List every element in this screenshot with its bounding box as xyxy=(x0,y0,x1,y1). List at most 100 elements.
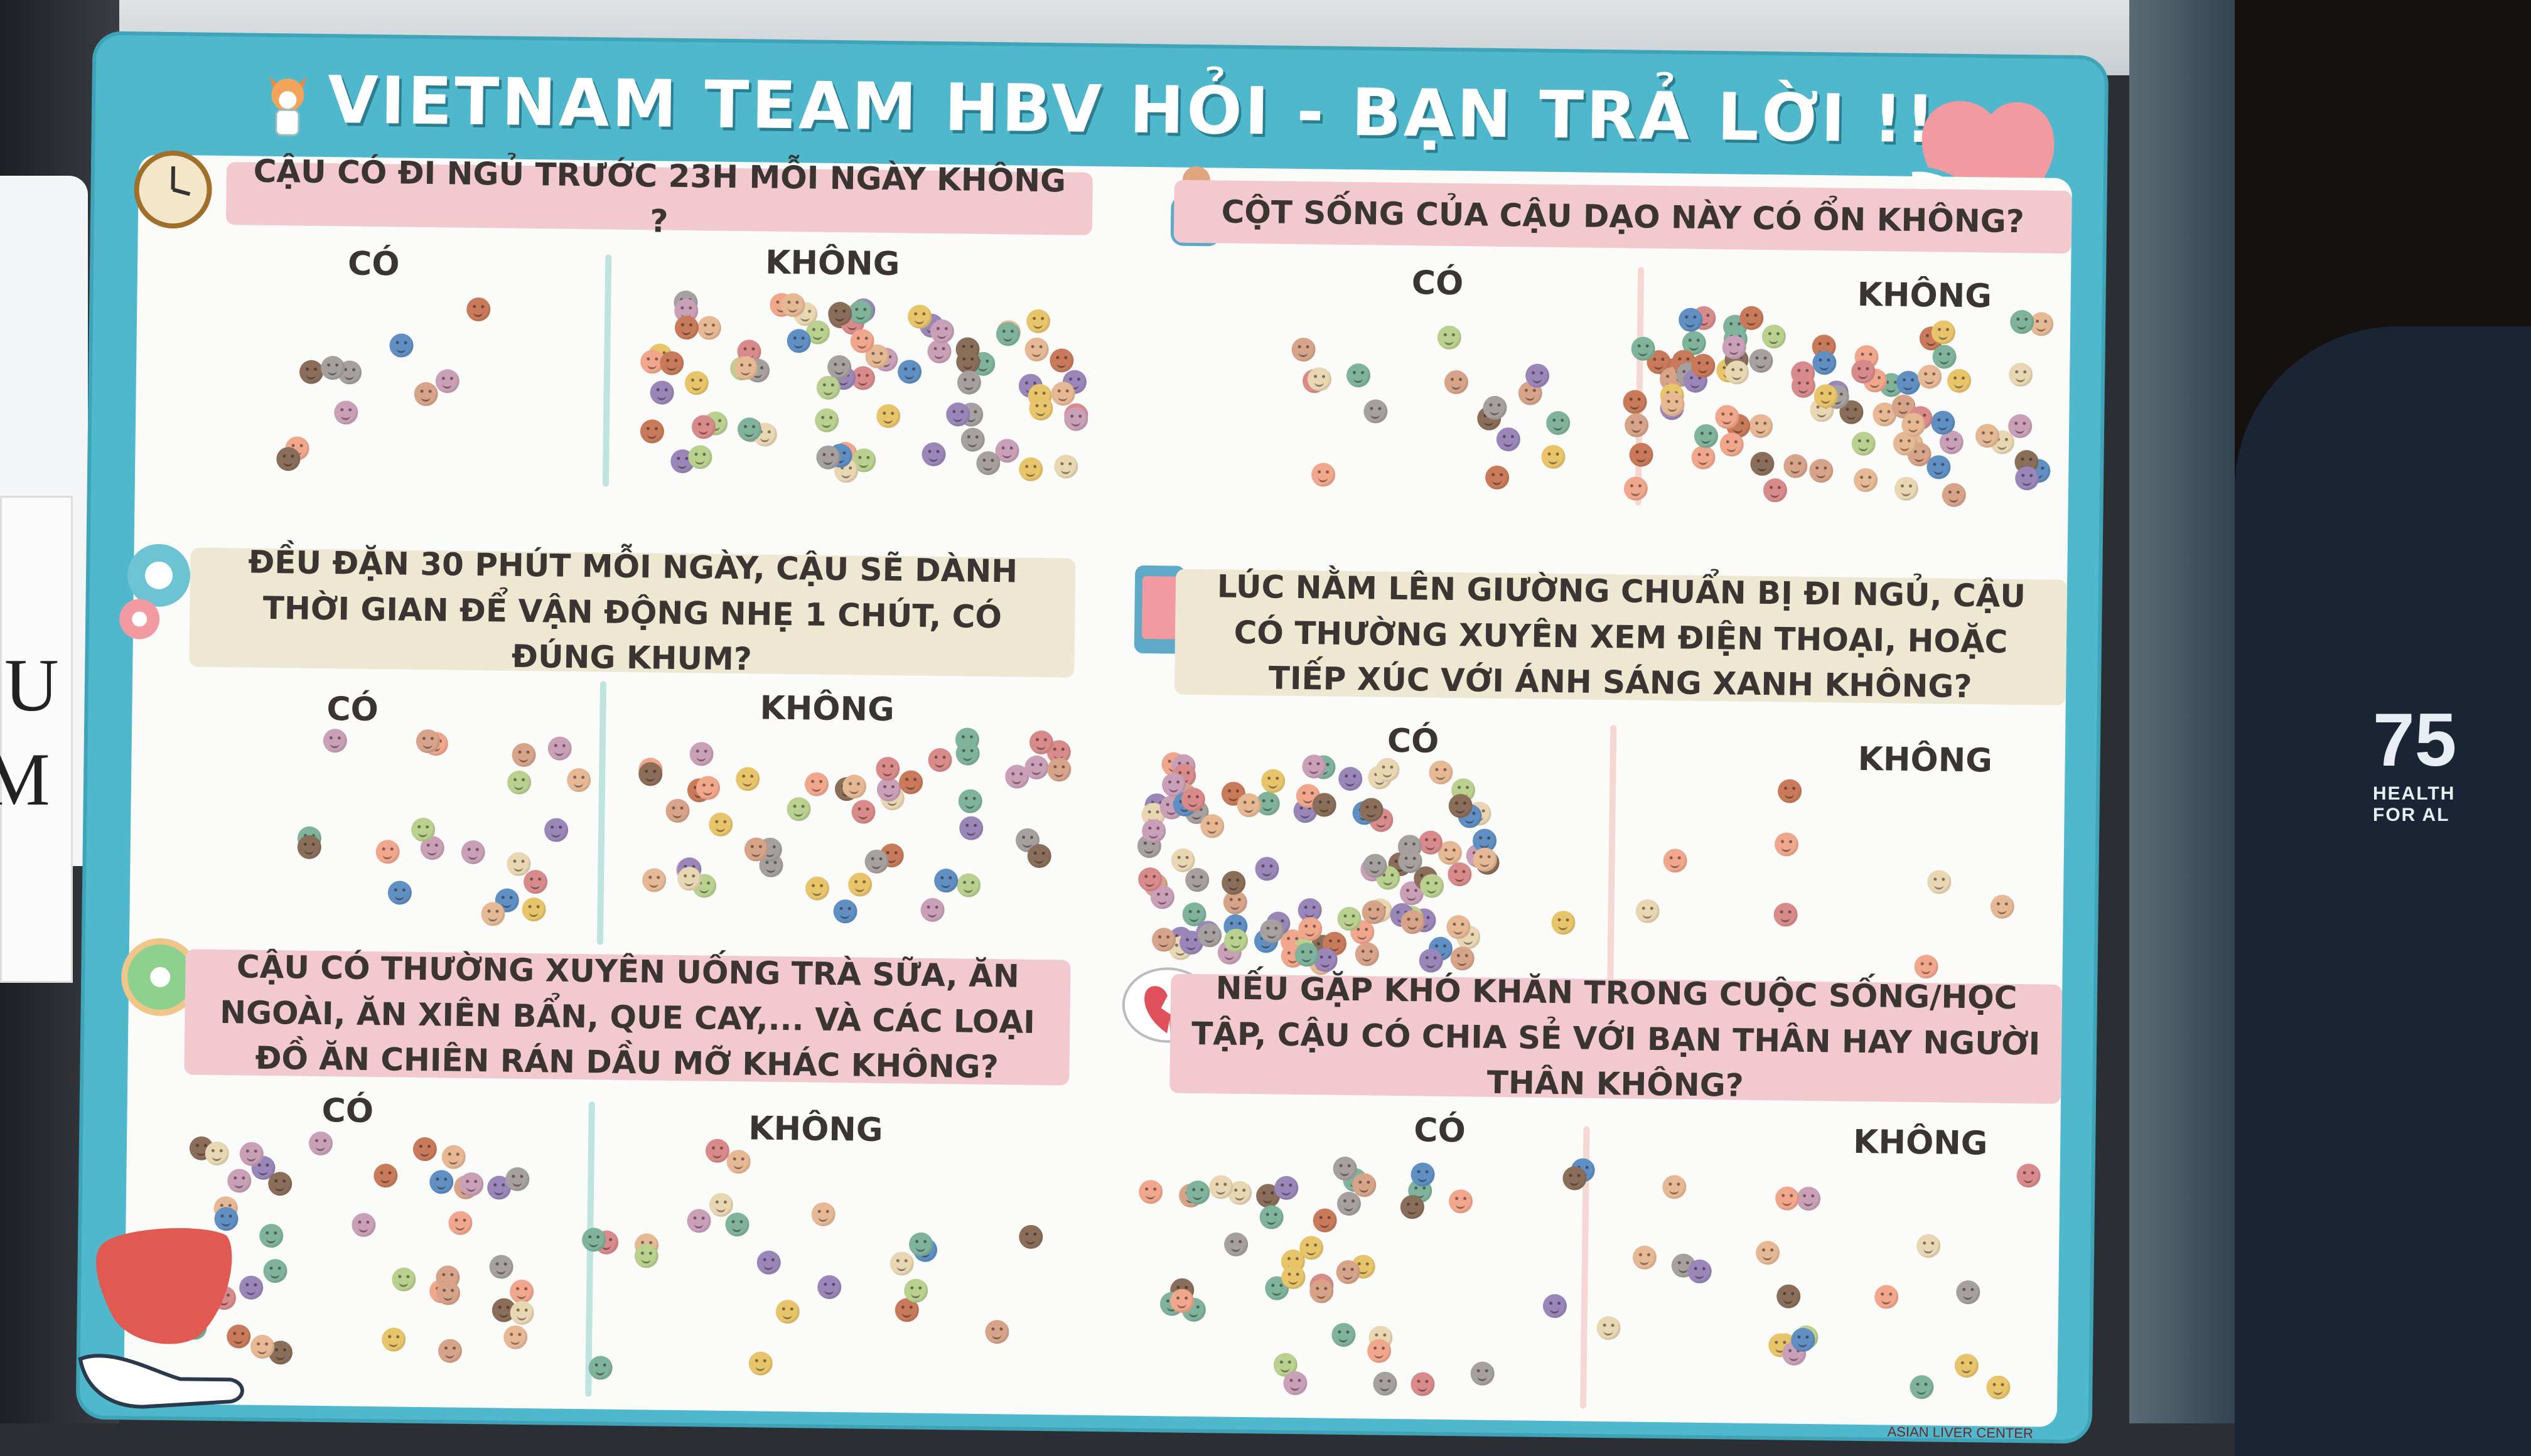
emoji-sticker xyxy=(1901,412,1925,436)
emoji-sticker xyxy=(490,1255,513,1278)
emoji-sticker xyxy=(205,1142,229,1165)
emoji-sticker xyxy=(1346,363,1370,387)
emoji-sticker xyxy=(1261,769,1285,793)
emoji-sticker xyxy=(429,1170,453,1194)
emoji-sticker xyxy=(1333,1157,1357,1180)
emoji-sticker xyxy=(1910,1375,1933,1399)
emoji-sticker xyxy=(787,797,810,821)
emoji-sticker xyxy=(1281,1265,1305,1289)
emoji-sticker xyxy=(848,872,872,896)
emoji-sticker xyxy=(1485,465,1509,489)
emoji-sticker xyxy=(1260,919,1284,943)
emoji-sticker xyxy=(1662,1175,1686,1199)
emoji-sticker xyxy=(459,1172,483,1196)
poll-board: VIETNAM TEAM HBV HỎI - BẠN TRẢ LỜI !! CẬ… xyxy=(80,35,2105,1440)
emoji-sticker xyxy=(920,897,944,921)
emoji-sticker xyxy=(1720,432,1744,456)
emoji-sticker xyxy=(1019,1225,1043,1249)
sticker-area xyxy=(261,238,1099,499)
hand-liver-icon xyxy=(73,1208,264,1418)
emoji-sticker xyxy=(904,1279,928,1303)
emoji-sticker xyxy=(1541,444,1565,468)
sign-letter: U xyxy=(4,642,59,729)
side-sign: U M xyxy=(0,496,73,983)
emoji-sticker xyxy=(687,1209,711,1233)
emoji-sticker xyxy=(436,370,459,393)
emoji-sticker xyxy=(642,869,666,892)
emoji-sticker xyxy=(524,870,547,894)
emoji-sticker xyxy=(264,1259,287,1283)
emoji-sticker xyxy=(1411,1162,1434,1186)
emoji-sticker xyxy=(1927,870,1951,894)
emoji-sticker xyxy=(833,899,857,923)
emoji-sticker xyxy=(582,1228,606,1251)
emoji-sticker xyxy=(1525,364,1549,388)
emoji-sticker xyxy=(1139,1180,1163,1204)
emoji-sticker xyxy=(466,297,490,321)
emoji-sticker xyxy=(1054,454,1078,478)
emoji-sticker xyxy=(1398,849,1422,873)
emoji-sticker xyxy=(660,351,684,375)
emoji-sticker xyxy=(1274,1175,1298,1199)
emoji-sticker xyxy=(1367,1339,1391,1362)
emoji-sticker xyxy=(352,1213,375,1237)
emoji-sticker xyxy=(696,776,720,800)
emoji-sticker xyxy=(1373,1372,1397,1396)
emoji-sticker xyxy=(1783,454,1807,478)
emoji-sticker xyxy=(1623,476,1647,500)
emoji-sticker xyxy=(1302,754,1326,778)
emoji-sticker xyxy=(1991,894,2014,918)
emoji-sticker xyxy=(756,1250,780,1274)
emoji-sticker xyxy=(1024,756,1048,779)
emoji-sticker xyxy=(412,1137,436,1160)
emoji-sticker xyxy=(1725,360,1749,384)
emoji-sticker xyxy=(416,729,439,753)
emoji-sticker xyxy=(1932,320,1955,344)
emoji-sticker xyxy=(512,743,535,767)
emoji-sticker xyxy=(388,881,412,905)
emoji-sticker xyxy=(1311,463,1335,486)
emoji-sticker xyxy=(1496,427,1520,451)
emoji-sticker xyxy=(436,1281,460,1305)
emoji-sticker xyxy=(665,798,689,822)
emoji-sticker xyxy=(957,873,981,897)
emoji-sticker xyxy=(842,774,866,798)
emoji-sticker xyxy=(1797,1187,1820,1211)
emoji-sticker xyxy=(976,451,1000,475)
emoji-sticker xyxy=(876,404,900,427)
emoji-sticker xyxy=(726,1212,750,1236)
emoji-sticker xyxy=(1927,455,1951,479)
emoji-sticker xyxy=(1691,445,1715,469)
emoji-sticker xyxy=(507,770,531,794)
question-4: LÚC NẰM LÊN GIƯỜNG CHUẨN BỊ ĐI NGỦ, CẬU … xyxy=(1174,569,2067,705)
emoji-sticker xyxy=(985,1320,1009,1344)
emoji-sticker xyxy=(776,1300,800,1324)
emoji-sticker xyxy=(692,415,716,439)
emoji-sticker xyxy=(1064,407,1088,431)
emoji-sticker xyxy=(299,360,323,384)
emoji-sticker xyxy=(1756,1241,1780,1265)
emoji-sticker xyxy=(650,381,674,405)
emoji-sticker xyxy=(1692,354,1716,378)
emoji-sticker xyxy=(298,835,321,859)
emoji-sticker xyxy=(1198,923,1222,947)
fox-mascot-icon xyxy=(262,69,313,139)
emoji-sticker xyxy=(1809,459,1833,483)
emoji-sticker xyxy=(955,741,979,765)
emoji-sticker xyxy=(689,742,713,766)
emoji-sticker xyxy=(1632,1245,1656,1269)
emoji-sticker xyxy=(811,1202,835,1226)
emoji-sticker xyxy=(1451,946,1475,970)
emoji-sticker xyxy=(958,790,982,813)
emoji-sticker xyxy=(1624,414,1648,437)
emoji-sticker xyxy=(392,1268,416,1292)
sticker-area xyxy=(1128,1102,2048,1415)
emoji-sticker xyxy=(1313,793,1336,817)
emoji-sticker xyxy=(1309,1279,1333,1303)
emoji-sticker xyxy=(1775,832,1798,856)
emoji-sticker xyxy=(876,757,900,781)
emoji-sticker xyxy=(1874,1285,1898,1309)
emoji-sticker xyxy=(1142,819,1166,843)
emoji-sticker xyxy=(2015,466,2039,490)
emoji-sticker xyxy=(503,1325,527,1349)
